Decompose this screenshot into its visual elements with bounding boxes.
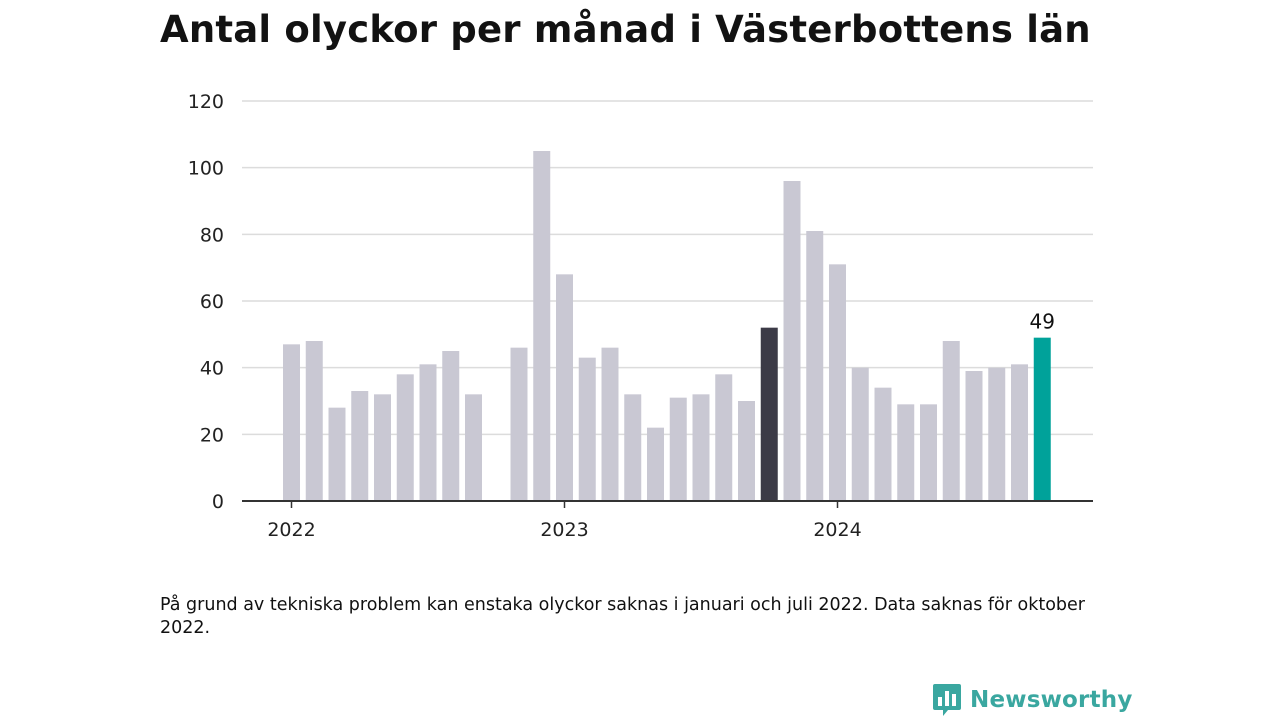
bars xyxy=(283,151,1051,501)
bar-2022-11 xyxy=(510,347,528,501)
gridlines xyxy=(242,100,1093,436)
chart-title: Antal olyckor per månad i Västerbottens … xyxy=(160,8,1091,51)
bar-2022-12 xyxy=(533,151,551,501)
y-tick-label: 40 xyxy=(200,358,224,380)
footnote: På grund av tekniska problem kan enstaka… xyxy=(160,595,1085,638)
y-tick-label: 100 xyxy=(188,158,224,180)
y-tick-label: 80 xyxy=(200,224,224,246)
bar-2022-02 xyxy=(305,341,323,501)
bar-2024-10 xyxy=(1033,337,1051,501)
newsworthy-logo-icon xyxy=(933,684,961,716)
y-tick-label: 120 xyxy=(188,91,224,113)
bar-2024-01 xyxy=(829,264,846,501)
bar-2023-12 xyxy=(806,231,824,501)
bar-2022-01 xyxy=(283,344,300,501)
y-axis-ticks: 0 20 40 60 80 100 120 xyxy=(188,91,224,513)
bar-2022-09 xyxy=(465,394,482,501)
x-tick-label: 2023 xyxy=(540,519,588,541)
bar-2022-05 xyxy=(374,394,391,501)
bar-2022-04 xyxy=(351,391,369,501)
bar-chart: 0 20 40 60 80 100 120 2022 2023 2024 49 xyxy=(188,91,1093,541)
bar-2024-02 xyxy=(851,367,869,501)
bar-2022-08 xyxy=(442,351,460,501)
bar-2023-05 xyxy=(647,427,664,501)
bar-2024-06 xyxy=(942,341,960,501)
y-tick-label: 0 xyxy=(212,491,224,513)
bar-2023-09 xyxy=(738,401,755,501)
bar-2024-09 xyxy=(1011,364,1028,501)
x-tick-label: 2022 xyxy=(267,519,315,541)
bar-2023-07 xyxy=(692,394,710,501)
bar-2023-03 xyxy=(601,347,619,501)
bar-2022-06 xyxy=(396,374,414,501)
bar-2023-06 xyxy=(669,397,687,501)
bar-2022-07 xyxy=(419,364,437,501)
y-tick-label: 20 xyxy=(200,424,224,446)
data-labels: 49 xyxy=(1030,310,1055,334)
bar-2024-07 xyxy=(965,371,983,501)
y-tick-label: 60 xyxy=(200,291,224,313)
bar-2024-03 xyxy=(874,387,892,501)
bar-2023-10 xyxy=(760,327,778,501)
bar-2024-05 xyxy=(920,404,937,501)
bar-2023-02 xyxy=(578,357,596,501)
brand-name: Newsworthy xyxy=(970,687,1133,713)
data-label: 49 xyxy=(1030,310,1055,334)
bar-2024-04 xyxy=(897,404,915,501)
bar-2023-04 xyxy=(624,394,642,501)
x-axis-ticks: 2022 2023 2024 xyxy=(267,501,862,541)
bar-2024-08 xyxy=(988,367,1006,501)
brand-logo[interactable]: Newsworthy xyxy=(932,682,1133,718)
bar-2023-01 xyxy=(556,274,573,501)
x-tick-label: 2024 xyxy=(813,519,861,541)
bar-2023-08 xyxy=(715,374,733,501)
bar-2022-03 xyxy=(328,407,346,501)
bar-2023-11 xyxy=(783,181,801,501)
